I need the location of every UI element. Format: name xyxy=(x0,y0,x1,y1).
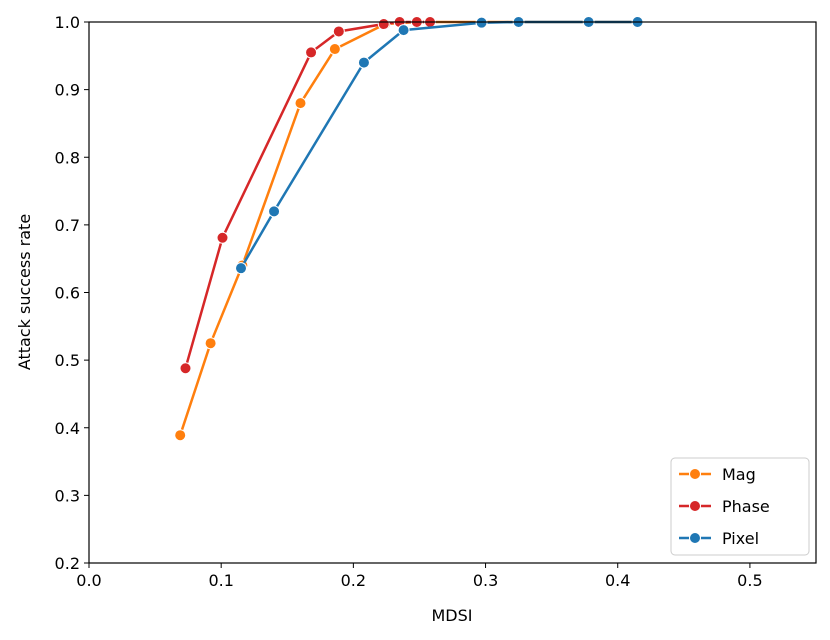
legend-item-phase: Phase xyxy=(679,497,770,516)
series-line-pixel xyxy=(239,20,639,270)
data-point-phase xyxy=(332,25,345,38)
data-point-pixel xyxy=(357,56,370,69)
data-point-pixel xyxy=(235,262,248,275)
x-axis-ticks: 0.0 0.1 0.2 0.3 0.4 0.5 xyxy=(76,563,763,590)
series-mag xyxy=(174,16,644,442)
legend-frame xyxy=(670,457,810,556)
legend-item-pixel: Pixel xyxy=(679,529,759,548)
legend-marker xyxy=(689,468,701,480)
y-axis-ticks: 0.2 0.3 0.4 0.5 0.6 0.7 0.8 0.9 1.0 xyxy=(55,13,89,573)
data-point-phase xyxy=(305,46,318,59)
legend-marker xyxy=(689,532,701,544)
series-line-mag xyxy=(178,20,639,437)
data-point-pixel xyxy=(475,16,488,29)
y-tick-label: 0.8 xyxy=(55,148,80,167)
plot-area xyxy=(174,16,644,442)
x-tick-label: 0.2 xyxy=(341,571,366,590)
data-point-mag xyxy=(328,43,341,56)
legend-label: Phase xyxy=(722,497,770,516)
series-pixel xyxy=(235,16,644,275)
data-point-phase xyxy=(179,362,192,375)
legend-label: Mag xyxy=(722,465,756,484)
y-tick-label: 0.4 xyxy=(55,419,80,438)
x-tick-label: 0.4 xyxy=(605,571,630,590)
x-tick-label: 0.5 xyxy=(737,571,762,590)
y-axis-title: Attack success rate xyxy=(15,214,34,370)
legend-label: Pixel xyxy=(722,529,759,548)
series-phase xyxy=(179,16,437,375)
data-point-pixel xyxy=(268,205,281,218)
data-point-mag xyxy=(204,337,217,350)
y-tick-label: 0.7 xyxy=(55,216,80,235)
data-point-mag xyxy=(294,97,307,110)
x-tick-label: 0.1 xyxy=(208,571,233,590)
x-axis-title: MDSI xyxy=(432,606,473,625)
y-tick-label: 0.9 xyxy=(55,81,80,100)
legend: Mag Phase Pixel xyxy=(670,457,810,556)
legend-item-mag: Mag xyxy=(679,465,756,484)
y-tick-label: 0.6 xyxy=(55,284,80,303)
data-point-pixel xyxy=(397,24,410,37)
y-tick-label: 0.2 xyxy=(55,554,80,573)
x-tick-label: 0.0 xyxy=(76,571,101,590)
data-point-phase xyxy=(377,18,390,31)
y-tick-label: 1.0 xyxy=(55,13,80,32)
y-tick-label: 0.5 xyxy=(55,351,80,370)
legend-marker xyxy=(689,500,701,512)
data-point-phase xyxy=(216,231,229,244)
data-point-mag xyxy=(174,429,187,442)
x-tick-label: 0.3 xyxy=(473,571,498,590)
y-tick-label: 0.3 xyxy=(55,486,80,505)
